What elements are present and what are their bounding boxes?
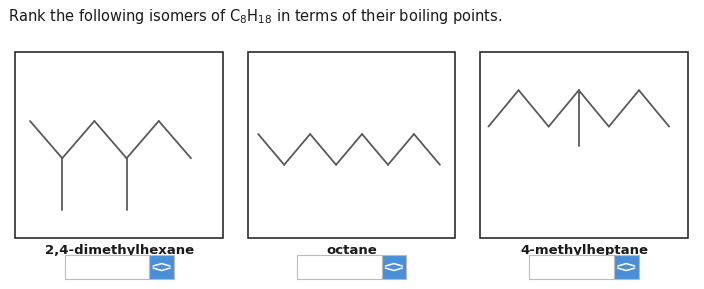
- Bar: [382, 255, 406, 279]
- Bar: [480, 52, 688, 238]
- Bar: [614, 255, 639, 279]
- Text: Rank the following isomers of $\mathregular{C_8H_{18}}$ in terms of their boilin: Rank the following isomers of $\mathregu…: [8, 7, 503, 26]
- Text: 4-methylheptane: 4-methylheptane: [520, 244, 648, 257]
- Bar: [15, 52, 223, 238]
- Bar: [65, 255, 149, 279]
- Bar: [149, 255, 174, 279]
- Bar: [529, 255, 614, 279]
- Text: 2,4-dimethylhexane: 2,4-dimethylhexane: [45, 244, 194, 257]
- Bar: [248, 52, 455, 238]
- Bar: [297, 255, 382, 279]
- Text: octane: octane: [326, 244, 377, 257]
